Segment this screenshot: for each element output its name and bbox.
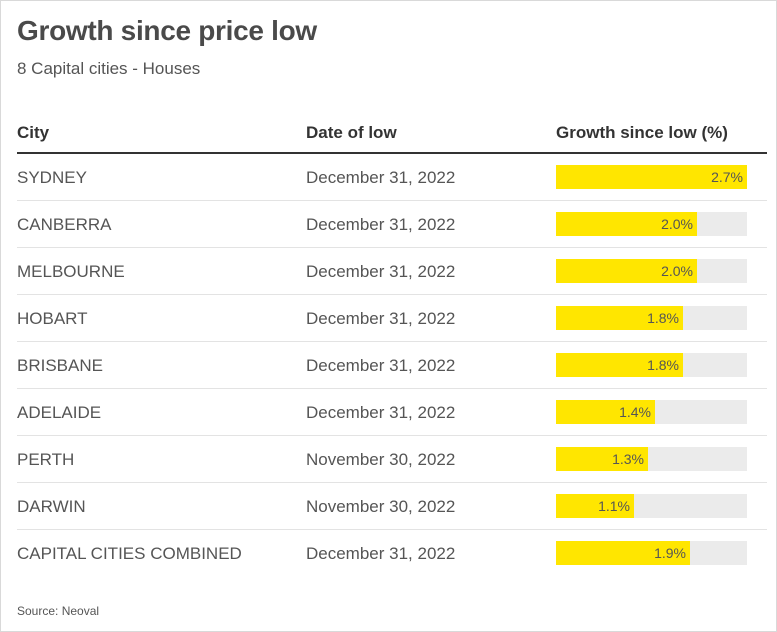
city-cell: ADELAIDE bbox=[17, 403, 102, 422]
table-row: MELBOURNE December 31, 2022 2.0% bbox=[17, 248, 767, 295]
growth-bar-track: 2.0% bbox=[556, 259, 747, 283]
table-row: DARWIN November 30, 2022 1.1% bbox=[17, 483, 767, 530]
growth-bar bbox=[556, 494, 634, 518]
column-header-growth[interactable]: Growth since low (%) bbox=[556, 123, 728, 142]
growth-bar bbox=[556, 165, 747, 189]
city-cell: PERTH bbox=[17, 450, 75, 469]
date-cell: December 31, 2022 bbox=[306, 168, 456, 187]
growth-value-label: 2.7% bbox=[711, 169, 743, 185]
city-cell: HOBART bbox=[17, 309, 88, 328]
table-row: BRISBANE December 31, 2022 1.8% bbox=[17, 342, 767, 389]
date-cell: December 31, 2022 bbox=[306, 262, 456, 281]
growth-bar bbox=[556, 400, 655, 424]
source-note: Source: Neoval bbox=[17, 604, 100, 618]
date-cell: December 31, 2022 bbox=[306, 544, 456, 563]
growth-bar-track: 1.8% bbox=[556, 306, 747, 330]
growth-value-label: 1.8% bbox=[647, 310, 679, 326]
table-body: SYDNEY December 31, 2022 2.7% CANBERRA Decem… bbox=[17, 154, 767, 577]
growth-bar-track: 1.1% bbox=[556, 494, 747, 518]
date-cell: December 31, 2022 bbox=[306, 309, 456, 328]
city-cell: CAPITAL CITIES COMBINED bbox=[17, 544, 242, 563]
date-cell: December 31, 2022 bbox=[306, 403, 456, 422]
table-header: City Date of low Growth since low (%) bbox=[17, 111, 767, 154]
column-header-city[interactable]: City bbox=[17, 123, 50, 142]
city-cell: SYDNEY bbox=[17, 168, 87, 187]
date-cell: December 31, 2022 bbox=[306, 356, 456, 375]
table-row: SYDNEY December 31, 2022 2.7% bbox=[17, 154, 767, 201]
chart-subtitle: 8 Capital cities - Houses bbox=[17, 59, 201, 78]
table-row: PERTH November 30, 2022 1.3% bbox=[17, 436, 767, 483]
growth-bar bbox=[556, 306, 683, 330]
growth-bar-track: 1.4% bbox=[556, 400, 747, 424]
growth-value-label: 1.8% bbox=[647, 357, 679, 373]
date-cell: November 30, 2022 bbox=[306, 497, 456, 516]
date-cell: December 31, 2022 bbox=[306, 215, 456, 234]
column-header-date[interactable]: Date of low bbox=[306, 123, 397, 142]
growth-bar-track: 1.9% bbox=[556, 541, 747, 565]
growth-bar bbox=[556, 541, 690, 565]
growth-bar bbox=[556, 447, 648, 471]
growth-value-label: 2.0% bbox=[661, 216, 693, 232]
city-cell: BRISBANE bbox=[17, 356, 103, 375]
growth-bar-track: 2.0% bbox=[556, 212, 747, 236]
growth-value-label: 2.0% bbox=[661, 263, 693, 279]
city-cell: CANBERRA bbox=[17, 215, 112, 234]
data-table: City Date of low Growth since low (%) SY… bbox=[17, 111, 767, 577]
city-cell: DARWIN bbox=[17, 497, 86, 516]
date-cell: November 30, 2022 bbox=[306, 450, 456, 469]
chart-title: Growth since price low bbox=[17, 15, 317, 46]
table-row: ADELAIDE December 31, 2022 1.4% bbox=[17, 389, 767, 436]
table-row: CAPITAL CITIES COMBINED December 31, 2022… bbox=[17, 530, 767, 577]
growth-bar bbox=[556, 259, 697, 283]
growth-bar bbox=[556, 353, 683, 377]
table-row: CANBERRA December 31, 2022 2.0% bbox=[17, 201, 767, 248]
growth-value-label: 1.1% bbox=[598, 498, 630, 514]
growth-bar bbox=[556, 212, 697, 236]
growth-bar-track: 2.7% bbox=[556, 165, 747, 189]
city-cell: MELBOURNE bbox=[17, 262, 125, 281]
growth-value-label: 1.4% bbox=[619, 404, 651, 420]
growth-value-label: 1.3% bbox=[612, 451, 644, 467]
growth-bar-track: 1.3% bbox=[556, 447, 747, 471]
growth-bar-track: 1.8% bbox=[556, 353, 747, 377]
growth-value-label: 1.9% bbox=[654, 545, 686, 561]
table-row: HOBART December 31, 2022 1.8% bbox=[17, 295, 767, 342]
